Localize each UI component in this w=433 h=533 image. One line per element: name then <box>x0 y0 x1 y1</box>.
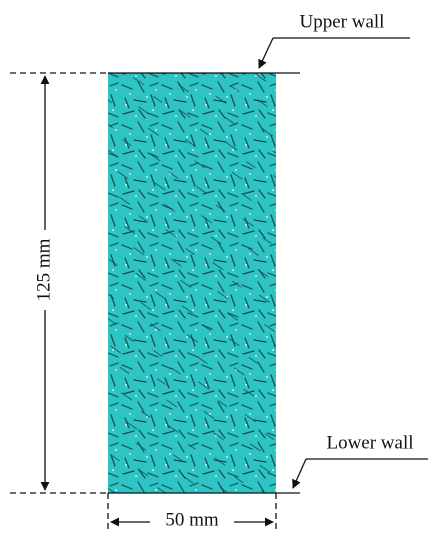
lower-wall-label: Lower wall <box>326 432 413 453</box>
specimen-diagram: 125 mm 50 mm Upper wall Lower wall <box>0 0 433 533</box>
height-label: 125 mm <box>33 238 54 301</box>
callout-arrow <box>259 38 273 68</box>
specimen <box>108 73 276 493</box>
width-label: 50 mm <box>165 509 219 530</box>
upper-wall-label: Upper wall <box>300 11 385 32</box>
callout-arrow <box>293 459 306 488</box>
